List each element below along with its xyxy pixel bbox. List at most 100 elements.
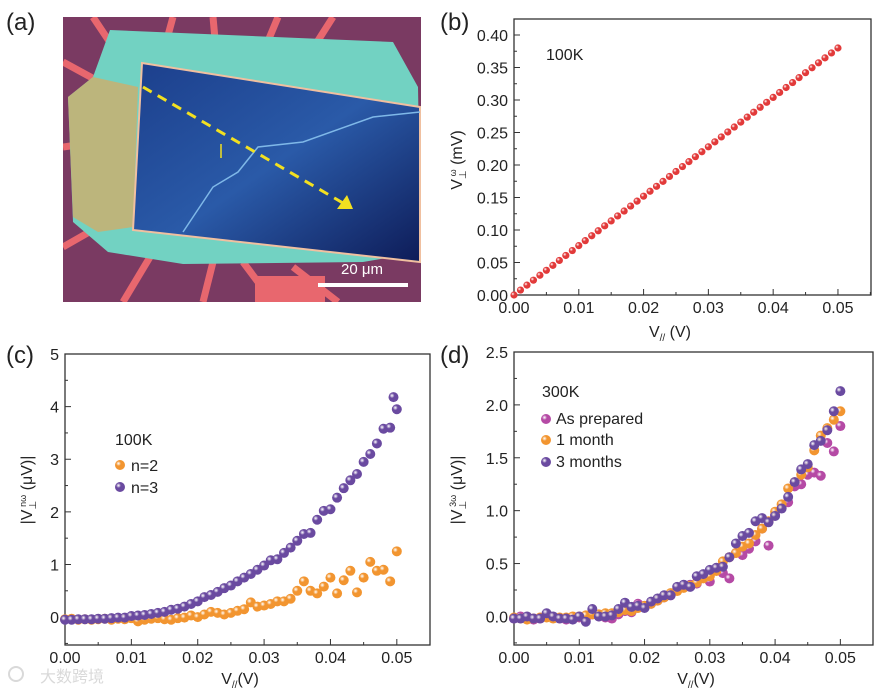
x-tick-label: 0.05 <box>825 650 856 667</box>
data-point <box>549 261 557 269</box>
data-point <box>542 266 550 274</box>
x-tick-label: 0.02 <box>628 300 659 317</box>
x-tick-label: 0.01 <box>564 650 595 667</box>
data-point <box>815 470 826 481</box>
x-tick-label: 0.01 <box>116 650 147 667</box>
data-point <box>325 572 336 583</box>
data-point <box>620 207 628 215</box>
watermark: 大数跨境 <box>8 666 104 686</box>
data-point <box>724 128 732 136</box>
panel-label-b: (b) <box>440 9 469 36</box>
legend-marker <box>541 457 551 467</box>
data-point <box>763 98 771 106</box>
data-point <box>652 182 661 190</box>
data-point <box>665 590 676 601</box>
data-point <box>827 49 836 57</box>
data-point <box>769 93 777 101</box>
scale-bar-label: 20 μm <box>341 261 383 278</box>
x-tick-label: 0.05 <box>822 300 853 317</box>
x-tick-label: 0.01 <box>563 300 594 317</box>
plot-frame <box>64 353 431 646</box>
legend-label: 1 month <box>556 432 614 449</box>
data-point <box>801 69 810 77</box>
data-point <box>685 581 696 592</box>
data-point <box>529 276 538 284</box>
data-point <box>613 604 624 615</box>
data-point <box>828 406 839 417</box>
y-tick-label: 2.0 <box>486 398 508 415</box>
chart-b-annotation: 100K <box>546 47 584 64</box>
data-point <box>345 475 356 486</box>
series-n-3 <box>60 392 402 625</box>
legend-marker <box>541 414 551 424</box>
data-point <box>391 404 402 415</box>
data-point <box>717 561 728 572</box>
y-tick-label: 0.35 <box>477 60 508 77</box>
data-point <box>587 604 598 615</box>
data-point <box>523 281 531 289</box>
series-3-months <box>509 386 846 627</box>
chart-d-legend-title: 300K <box>542 384 580 401</box>
chart-c-xlabel: V//(V) <box>221 671 259 690</box>
chart-b-ylabel: V⊥ω (mV) <box>448 130 469 190</box>
legend-marker <box>115 482 125 492</box>
data-point <box>516 286 525 294</box>
y-tick-label: 0.25 <box>477 125 508 142</box>
chart-b-xlabel: V// (V) <box>649 324 691 344</box>
data-point <box>802 459 813 470</box>
data-point <box>835 386 846 397</box>
data-point <box>358 572 369 583</box>
data-point <box>821 54 829 62</box>
data-point <box>305 527 316 538</box>
data-point <box>730 538 741 549</box>
y-tick-label: 2.5 <box>486 345 508 362</box>
data-point <box>783 491 794 502</box>
data-point <box>365 556 376 567</box>
y-tick-label: 3 <box>50 452 59 469</box>
data-point <box>770 510 781 521</box>
data-point <box>358 456 369 467</box>
chart-c: 0.00 0.01 0.02 0.03 0.04 0.05 0 1 2 3 4 5 <box>49 347 431 667</box>
x-tick-label: 0.03 <box>694 650 725 667</box>
data-point <box>588 232 596 240</box>
data-point <box>717 133 725 141</box>
data-point <box>594 227 602 235</box>
data-point <box>352 587 362 598</box>
data-point <box>292 585 303 596</box>
x-tick-label: 0.05 <box>381 650 412 667</box>
data-point <box>325 504 336 515</box>
chart-d-legend-item-3-months: 3 months <box>541 454 622 471</box>
y-tick-label: 1 <box>50 557 59 574</box>
data-point <box>345 565 356 576</box>
data-point <box>606 610 617 621</box>
y-tick-label: 0.40 <box>477 28 508 45</box>
data-point <box>678 162 687 171</box>
data-point <box>815 435 826 446</box>
data-point <box>239 604 250 615</box>
x-tick-label: 0.03 <box>693 300 724 317</box>
chart-d: 0.00 0.01 0.02 0.03 0.04 0.05 0.0 0.5 1.0 1.5 2.0 2… <box>486 345 874 667</box>
y-tick-label: 0.00 <box>477 288 508 305</box>
x-tick-label: 0.02 <box>182 650 213 667</box>
data-point <box>756 103 764 111</box>
y-tick-label: 1.5 <box>486 451 508 468</box>
y-tick-label: 0.0 <box>486 609 508 626</box>
y-tick-label: 0.5 <box>486 557 508 574</box>
data-point <box>724 573 735 584</box>
data-point <box>285 542 296 553</box>
legend-label: 3 months <box>556 454 622 471</box>
x-tick-label: 0.02 <box>629 650 660 667</box>
data-point <box>601 222 609 230</box>
data-point <box>292 535 303 546</box>
data-point <box>580 616 591 627</box>
data-point <box>763 540 774 551</box>
x-tick-label: 0.00 <box>498 650 529 667</box>
data-point <box>338 575 349 586</box>
chart-d-legend-item-1-month: 1 month <box>541 432 614 449</box>
chart-c-legend-title: 100K <box>115 432 153 449</box>
micrograph-image: 20 μm <box>63 17 421 302</box>
data-point <box>385 422 396 433</box>
data-point <box>646 187 654 195</box>
legend-marker <box>541 435 551 445</box>
data-point <box>298 576 309 587</box>
